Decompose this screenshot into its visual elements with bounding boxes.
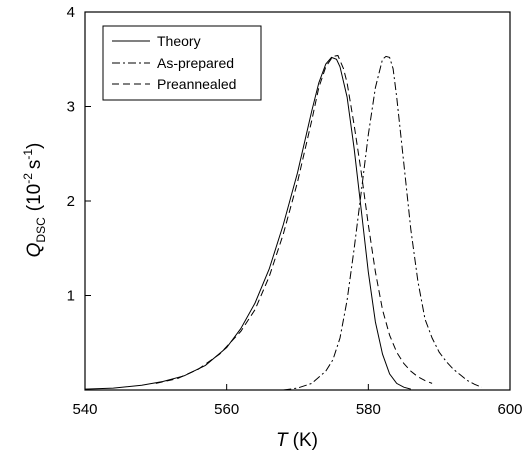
series-layer: [84, 54, 482, 391]
series-line-preannealed: [155, 54, 433, 384]
y-tick-label: 2: [67, 193, 75, 210]
series-line-as-prepared: [283, 55, 482, 391]
legend-label-as-prepared: As-prepared: [157, 55, 234, 71]
tick-labels: 540 560 580 600 1 2 3 4: [67, 4, 523, 418]
x-tick-label: 580: [356, 401, 381, 418]
x-tick-label: 600: [497, 401, 522, 418]
legend: Theory As-prepared Preannealed: [102, 25, 262, 101]
y-tick-label: 4: [67, 4, 75, 21]
y-axis-label: QDSC(10-2s-1): [21, 143, 48, 258]
x-axis-label: T (K): [276, 430, 318, 451]
legend-label-theory: Theory: [157, 33, 201, 49]
legend-label-preannealed: Preannealed: [157, 76, 236, 92]
y-tick-label: 1: [67, 288, 75, 305]
x-tick-label: 540: [72, 401, 97, 418]
series-line-theory: [84, 56, 411, 390]
legend-box: [102, 25, 262, 101]
axis-ticks: [84, 11, 511, 390]
x-tick-label: 560: [214, 401, 239, 418]
y-tick-label: 3: [67, 99, 75, 116]
